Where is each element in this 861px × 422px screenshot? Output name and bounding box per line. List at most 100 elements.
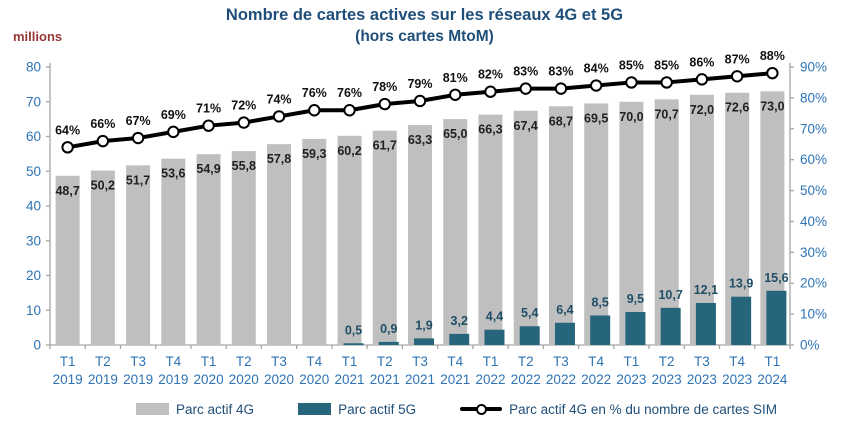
x-axis-label-year: 2020: [299, 372, 329, 387]
bar-label-4g: 67,4: [514, 119, 538, 133]
bar-5g: [484, 329, 505, 345]
bar-label-4g: 65,0: [443, 127, 467, 141]
bar-label-5g: 15,6: [764, 271, 788, 285]
x-axis-label-year: 2024: [757, 372, 788, 387]
bar-label-5g: 10,7: [658, 288, 682, 302]
bar-label-4g: 57,8: [267, 152, 291, 166]
percent-marker: [589, 79, 603, 92]
percent-marker: [272, 110, 286, 123]
percent-label: 76%: [302, 86, 327, 100]
percent-label: 64%: [55, 123, 80, 137]
legend-label-4g: Parc actif 4G: [176, 401, 255, 417]
bar-label-4g: 70,7: [654, 107, 678, 121]
x-axis-label-year: 2022: [581, 372, 611, 387]
right-axis-tick-label: 50%: [800, 183, 827, 198]
chart-canvas: 0 10 20 30 40 50 60 70 80 0% 10% 20% 30% 40% 50% 60% 70%…: [26, 49, 827, 387]
percent-marker: [519, 82, 532, 95]
bar-5g: [695, 302, 716, 345]
bar-4g: [55, 175, 80, 345]
percent-label: 87%: [725, 52, 750, 66]
right-axis-tick-label: 20%: [800, 276, 827, 291]
bar-5g: [554, 322, 575, 345]
bar-4g: [619, 101, 644, 345]
bar-4g: [372, 130, 397, 345]
percent-marker: [202, 119, 215, 132]
left-axis-tick-label: 50: [26, 164, 41, 179]
legend-label-5g: Parc actif 5G: [338, 401, 417, 417]
left-axis-unit-label: millions: [13, 29, 63, 44]
x-axis-label-year: 2021: [440, 372, 470, 387]
legend-swatch-5g: [298, 403, 332, 415]
percent-marker: [96, 134, 110, 148]
x-axis-label: T3: [553, 354, 569, 369]
percent-label: 79%: [407, 77, 432, 91]
chart-title: Nombre de cartes actives sur les réseaux…: [225, 6, 624, 24]
percent-label: 86%: [689, 55, 714, 69]
bar-4g: [337, 135, 362, 345]
bar-4g: [408, 125, 432, 345]
bar-labels-4g: 48,7 50,2 51,7 53,6 54,9 55,8 57,8 59,3 60,2 61,7…: [55, 99, 784, 197]
x-axis-label-year: 2019: [53, 372, 83, 387]
right-axis-tick-label: 30%: [800, 245, 827, 260]
x-axis-label: T3: [694, 354, 710, 369]
bar-label-5g: 8,5: [591, 295, 608, 309]
bar-labels-5g: 0,5 0,9 1,9 3,2 4,4 5,4 6,4 8,5 9,5 10,7 12,1 13,9 1…: [345, 271, 789, 337]
bar-4g: [161, 158, 186, 345]
bar-label-5g: 0,9: [380, 322, 397, 336]
right-axis-tick-label: 0%: [800, 338, 820, 353]
x-axis-label-year: 2019: [123, 372, 153, 387]
percent-label: 85%: [654, 58, 679, 72]
left-axis-tick-label: 10: [26, 303, 41, 318]
percent-label: 88%: [760, 49, 785, 63]
x-axis-label: T4: [447, 354, 463, 369]
percent-marker: [766, 66, 779, 80]
bar-label-4g: 55,8: [232, 159, 256, 173]
legend-line-marker-icon: [460, 403, 503, 415]
percent-marker: [308, 104, 321, 117]
x-axis-label-year: 2021: [405, 372, 435, 387]
percent-label: 81%: [443, 71, 468, 85]
chart-subtitle: (hors cartes MtoM): [355, 28, 494, 45]
bar-5g: [378, 341, 399, 345]
x-axis-label: T1: [624, 354, 640, 369]
bar-label-4g: 50,2: [91, 179, 115, 193]
legend-item-4g: Parc actif 4G: [136, 402, 254, 417]
x-axis-label-year: 2023: [687, 372, 717, 387]
x-axis-label: T1: [201, 354, 217, 369]
bar-4g: [196, 154, 221, 345]
x-axis-label: T3: [130, 354, 146, 369]
left-axis-tick-label: 30: [26, 233, 41, 248]
bar-4g: [443, 119, 468, 345]
percent-label: 83%: [513, 65, 538, 79]
percent-label: 78%: [372, 80, 397, 94]
bar-4g: [584, 103, 609, 345]
x-axis-label: T4: [165, 354, 181, 369]
x-axis-label: T1: [483, 354, 499, 369]
percent-labels: 64% 66% 67% 69% 71% 72% 74% 76% 76% 78% 79% 81% 82% 8…: [55, 49, 785, 137]
bar-5g: [519, 326, 540, 345]
bar-label-5g: 6,4: [556, 303, 573, 317]
bar-5g: [449, 333, 470, 345]
bar-5g: [660, 307, 681, 345]
bar-4g: [267, 144, 292, 345]
percent-marker: [131, 131, 145, 145]
x-axis-label: T4: [729, 354, 745, 369]
legend-item-5g: Parc actif 5G: [298, 402, 416, 417]
percent-label: 66%: [90, 117, 115, 131]
bar-label-5g: 3,2: [451, 314, 468, 328]
percent-label: 83%: [548, 65, 573, 79]
percent-marker: [660, 76, 673, 89]
percent-label: 67%: [126, 114, 151, 128]
bars-5g: [343, 290, 787, 345]
bar-label-4g: 51,7: [126, 173, 150, 187]
x-axis-label-year: 2023: [616, 372, 646, 387]
percent-label: 82%: [478, 68, 503, 82]
x-axis-label: T4: [306, 354, 322, 369]
bar-label-5g: 12,1: [694, 283, 718, 297]
bar-label-4g: 60,2: [337, 144, 361, 158]
right-axis-tick-label: 40%: [800, 214, 827, 229]
x-axis-label: T3: [412, 354, 428, 369]
percent-label: 76%: [337, 86, 362, 100]
bar-5g: [766, 290, 787, 345]
x-axis-label: T3: [271, 354, 287, 369]
